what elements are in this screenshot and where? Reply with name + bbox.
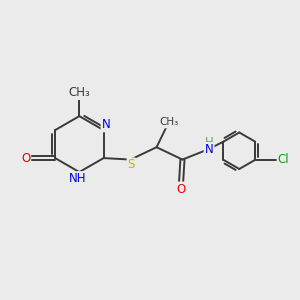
- Text: CH₃: CH₃: [160, 118, 179, 128]
- Text: O: O: [21, 152, 30, 165]
- Text: CH₃: CH₃: [68, 86, 90, 99]
- Text: S: S: [128, 158, 135, 171]
- Text: O: O: [176, 182, 186, 196]
- Text: NH: NH: [69, 172, 87, 185]
- Text: H: H: [205, 136, 213, 149]
- Text: N: N: [101, 118, 110, 131]
- Text: N: N: [205, 143, 213, 156]
- Text: Cl: Cl: [278, 153, 290, 167]
